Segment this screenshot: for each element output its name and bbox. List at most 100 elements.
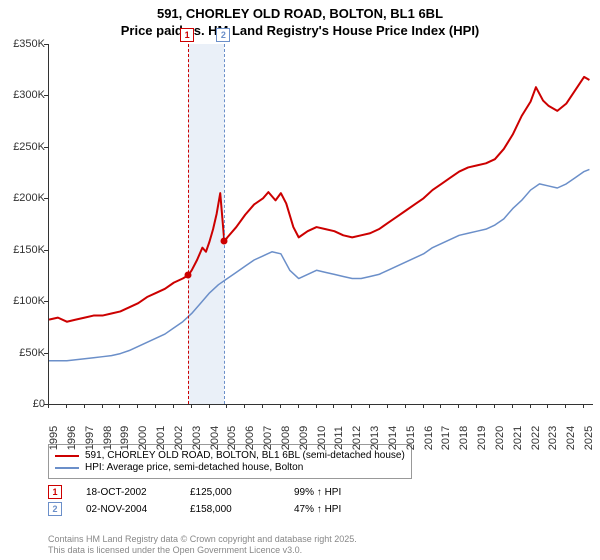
ytick-label: £250K: [13, 141, 45, 153]
ytick-mark: [44, 250, 48, 251]
transaction-point: [221, 238, 228, 245]
transaction-vline: [188, 44, 189, 404]
transaction-change: 47% ↑ HPI: [294, 504, 374, 515]
xtick-mark: [262, 404, 263, 408]
transaction-marker-inline: 2: [48, 502, 62, 516]
copyright-line1: Contains HM Land Registry data © Crown c…: [48, 534, 357, 545]
xtick-mark: [512, 404, 513, 408]
xtick-label: 1999: [119, 426, 131, 450]
title-line1: 591, CHORLEY OLD ROAD, BOLTON, BL1 6BL: [0, 6, 600, 23]
xtick-label: 2021: [512, 426, 524, 450]
xtick-label: 2018: [458, 426, 470, 450]
transaction-price: £125,000: [190, 487, 270, 498]
chart-container: 591, CHORLEY OLD ROAD, BOLTON, BL1 6BL P…: [0, 0, 600, 560]
legend-row-2: HPI: Average price, semi-detached house,…: [55, 462, 405, 473]
xtick-mark: [173, 404, 174, 408]
xtick-mark: [280, 404, 281, 408]
xtick-mark: [405, 404, 406, 408]
xtick-label: 2023: [547, 426, 559, 450]
legend-label-1: 591, CHORLEY OLD ROAD, BOLTON, BL1 6BL (…: [85, 450, 405, 461]
xtick-label: 2003: [191, 426, 203, 450]
xtick-label: 1996: [66, 426, 78, 450]
transaction-row: 118-OCT-2002£125,00099% ↑ HPI: [48, 485, 588, 499]
xtick-label: 2011: [333, 426, 345, 450]
xtick-mark: [102, 404, 103, 408]
xtick-mark: [84, 404, 85, 408]
xtick-mark: [440, 404, 441, 408]
xtick-label: 1997: [84, 426, 96, 450]
xtick-label: 2000: [137, 426, 149, 450]
ytick-label: £100K: [13, 295, 45, 307]
xtick-label: 2006: [244, 426, 256, 450]
legend-label-2: HPI: Average price, semi-detached house,…: [85, 462, 303, 473]
xtick-label: 2001: [155, 426, 167, 450]
xtick-mark: [316, 404, 317, 408]
xtick-label: 1995: [48, 426, 60, 450]
xtick-label: 2002: [173, 426, 185, 450]
xtick-label: 2016: [423, 426, 435, 450]
xtick-label: 2007: [262, 426, 274, 450]
xtick-mark: [369, 404, 370, 408]
legend: 591, CHORLEY OLD ROAD, BOLTON, BL1 6BL (…: [48, 444, 588, 519]
ytick-mark: [44, 147, 48, 148]
xtick-mark: [494, 404, 495, 408]
xtick-mark: [547, 404, 548, 408]
plot-area: [48, 44, 593, 405]
xtick-label: 2014: [387, 426, 399, 450]
xtick-mark: [351, 404, 352, 408]
xtick-mark: [137, 404, 138, 408]
xtick-mark: [48, 404, 49, 408]
legend-row-1: 591, CHORLEY OLD ROAD, BOLTON, BL1 6BL (…: [55, 450, 405, 461]
xtick-label: 2020: [494, 426, 506, 450]
transaction-date: 02-NOV-2004: [86, 504, 166, 515]
xtick-mark: [530, 404, 531, 408]
ytick-label: £150K: [13, 244, 45, 256]
xtick-mark: [387, 404, 388, 408]
transaction-marker: 1: [180, 28, 194, 42]
transaction-marker: 2: [216, 28, 230, 42]
transaction-table: 118-OCT-2002£125,00099% ↑ HPI202-NOV-200…: [48, 485, 588, 516]
xtick-mark: [244, 404, 245, 408]
xtick-mark: [458, 404, 459, 408]
xtick-label: 2017: [440, 426, 452, 450]
series-line: [49, 77, 589, 322]
xtick-mark: [583, 404, 584, 408]
ytick-mark: [44, 353, 48, 354]
copyright: Contains HM Land Registry data © Crown c…: [48, 534, 357, 556]
transaction-marker-inline: 1: [48, 485, 62, 499]
xtick-mark: [476, 404, 477, 408]
ytick-mark: [44, 95, 48, 96]
transaction-price: £158,000: [190, 504, 270, 515]
legend-swatch-1: [55, 455, 79, 457]
ytick-mark: [44, 44, 48, 45]
xtick-label: 2015: [405, 426, 417, 450]
xtick-label: 2022: [530, 426, 542, 450]
xtick-label: 2025: [583, 426, 595, 450]
xtick-label: 2012: [351, 426, 363, 450]
title-line2: Price paid vs. HM Land Registry's House …: [0, 23, 600, 40]
transaction-row: 2 02-NOV-2004 £158,000 47% ↑ HPI: [48, 502, 588, 516]
xtick-mark: [155, 404, 156, 408]
copyright-line2: This data is licensed under the Open Gov…: [48, 545, 357, 556]
ytick-label: £200K: [13, 192, 45, 204]
transaction-date: 18-OCT-2002: [86, 487, 166, 498]
xtick-mark: [119, 404, 120, 408]
xtick-label: 2019: [476, 426, 488, 450]
transaction-point: [185, 272, 192, 279]
xtick-label: 2008: [280, 426, 292, 450]
series-line: [49, 169, 589, 360]
ytick-mark: [44, 301, 48, 302]
xtick-label: 1998: [102, 426, 114, 450]
chart-title: 591, CHORLEY OLD ROAD, BOLTON, BL1 6BL P…: [0, 0, 600, 40]
xtick-label: 2005: [226, 426, 238, 450]
xtick-label: 2013: [369, 426, 381, 450]
xtick-label: 2009: [298, 426, 310, 450]
chart-svg: [49, 44, 593, 404]
xtick-label: 2024: [565, 426, 577, 450]
xtick-label: 2004: [209, 426, 221, 450]
xtick-mark: [66, 404, 67, 408]
xtick-mark: [565, 404, 566, 408]
xtick-mark: [209, 404, 210, 408]
ytick-label: £50K: [19, 347, 45, 359]
xtick-mark: [333, 404, 334, 408]
